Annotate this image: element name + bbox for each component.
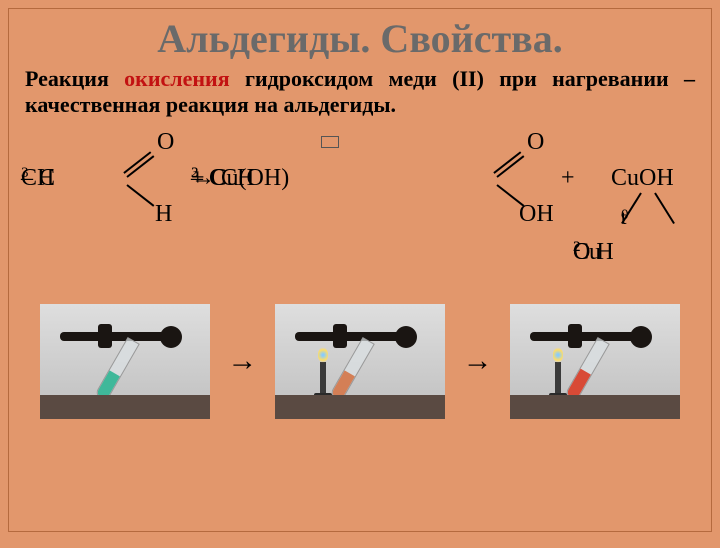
double-bond-left <box>126 155 154 178</box>
cuoh: CuOH <box>611 165 674 192</box>
reaction-equation: O CH3 – C H + Cu(OH)2 → CH3 – C O OH + C… <box>21 129 699 304</box>
subtitle-pre: Реакция <box>25 66 124 91</box>
arrow-1: → <box>227 344 257 378</box>
single-bond-left <box>126 184 154 207</box>
o-left: O <box>157 129 174 156</box>
bullet-icon <box>321 136 339 148</box>
decomp-arrow-right <box>654 192 675 224</box>
double-bond-right <box>496 155 524 178</box>
photo-1 <box>40 304 210 419</box>
photo-2 <box>275 304 445 419</box>
photo-3 <box>510 304 680 419</box>
subtitle-red: окисления <box>124 66 229 91</box>
page-title: Альдегиды. Свойства. <box>21 15 699 62</box>
o-right: O <box>527 129 544 156</box>
arrow-2: → <box>463 344 493 378</box>
subtitle: Реакция окисления гидроксидом меди (II) … <box>25 66 695 119</box>
flame-2 <box>318 347 328 363</box>
oh-right: OH <box>519 201 554 228</box>
plus-right: + <box>561 165 575 192</box>
photo-row: → → <box>21 304 699 419</box>
h-left: H <box>155 201 172 228</box>
flame-3 <box>553 347 563 363</box>
